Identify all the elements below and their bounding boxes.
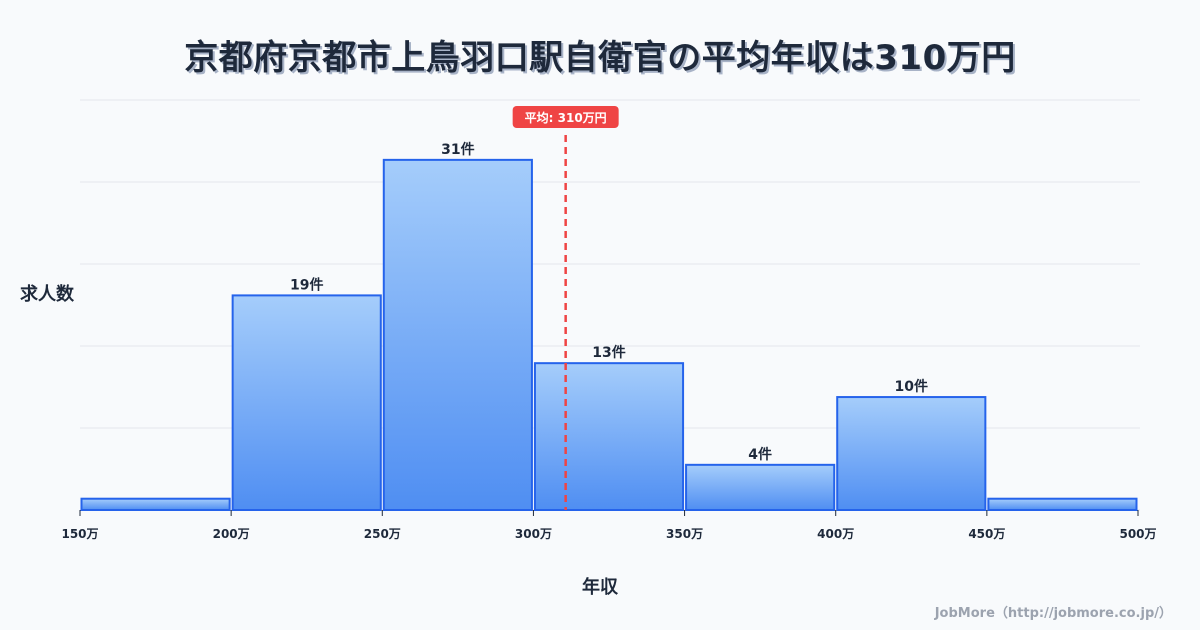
mean-line: 平均: 310万円	[512, 106, 619, 510]
histogram-bar	[231, 294, 382, 511]
tick-label: 200万	[213, 527, 250, 541]
bar-value-label: 31件	[441, 141, 474, 158]
x-axis-ticks: 150万 200万 250万 300万 350万 400万 450万 500万	[61, 510, 1157, 541]
tick-label: 250万	[364, 527, 401, 541]
histogram-bar	[987, 497, 1138, 511]
chart-title: 京都府京都市上鳥羽口駅自衛官の平均年収は310万円	[184, 38, 1016, 78]
source-credit: JobMore（http://jobmore.co.jp/）	[934, 606, 1172, 621]
histogram-bar	[382, 158, 533, 511]
mean-badge-label: 平均: 310万円	[525, 110, 607, 125]
y-axis-label: 求人数	[20, 284, 74, 305]
tick-label: 500万	[1119, 527, 1156, 541]
tick-label: 300万	[515, 527, 552, 541]
mean-badge	[512, 106, 619, 128]
histogram-bar	[685, 463, 836, 511]
tick-label: 450万	[968, 527, 1005, 541]
bar-value-label: 13件	[592, 344, 625, 361]
histogram-bar	[533, 362, 685, 511]
histogram-bar	[836, 396, 987, 511]
bars: 19件 31件 13件 4件 10件	[80, 141, 1138, 511]
tick-label: 400万	[817, 527, 854, 541]
tick-label: 350万	[666, 527, 703, 541]
tick-label: 150万	[61, 527, 98, 541]
bar-value-label: 10件	[895, 378, 928, 395]
histogram-bar	[80, 497, 231, 511]
x-axis-label: 年収	[582, 577, 618, 598]
bar-value-label: 4件	[748, 446, 772, 463]
bar-value-label: 19件	[290, 276, 323, 293]
